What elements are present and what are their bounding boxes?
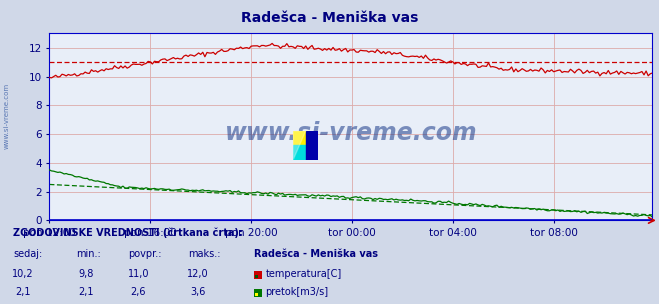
Text: 3,6: 3,6 xyxy=(190,287,206,297)
Text: sedaj:: sedaj: xyxy=(13,249,42,259)
Text: min.:: min.: xyxy=(76,249,101,259)
Text: www.si-vreme.com: www.si-vreme.com xyxy=(225,120,477,144)
Text: maks.:: maks.: xyxy=(188,249,220,259)
Text: ZGODOVINSKE VREDNOSTI (črtkana črta):: ZGODOVINSKE VREDNOSTI (črtkana črta): xyxy=(13,227,243,238)
Bar xyxy=(293,131,306,145)
Text: 2,6: 2,6 xyxy=(130,287,146,297)
Text: temperatura[C]: temperatura[C] xyxy=(266,269,342,279)
Text: 12,0: 12,0 xyxy=(187,269,208,279)
Text: 10,2: 10,2 xyxy=(13,269,34,279)
Text: pretok[m3/s]: pretok[m3/s] xyxy=(266,287,329,297)
Text: 11,0: 11,0 xyxy=(128,269,149,279)
Text: 9,8: 9,8 xyxy=(78,269,94,279)
Text: 2,1: 2,1 xyxy=(78,287,94,297)
Bar xyxy=(306,131,318,160)
Text: Radešca - Meniška vas: Radešca - Meniška vas xyxy=(241,11,418,25)
Polygon shape xyxy=(293,131,306,160)
Bar xyxy=(293,145,306,160)
Text: Radešca - Meniška vas: Radešca - Meniška vas xyxy=(254,249,378,259)
Text: povpr.:: povpr.: xyxy=(129,249,162,259)
Text: 2,1: 2,1 xyxy=(15,287,31,297)
Text: www.si-vreme.com: www.si-vreme.com xyxy=(3,82,9,149)
